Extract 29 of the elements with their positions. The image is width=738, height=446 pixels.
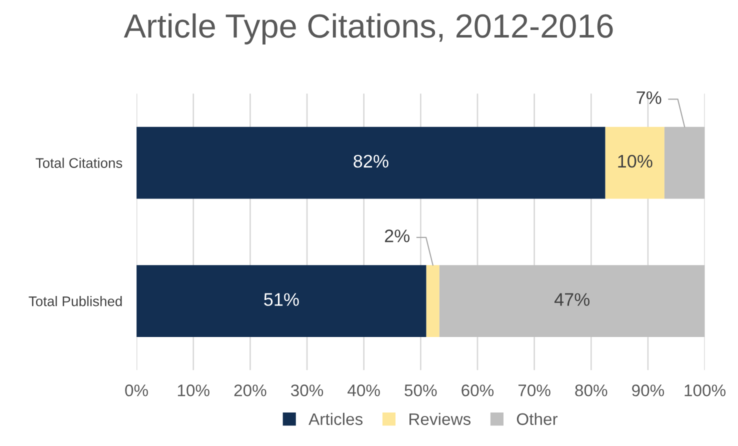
x-tick-label: 60% <box>462 384 494 396</box>
data-label: 2% <box>384 230 410 242</box>
x-tick-label: 50% <box>404 384 437 396</box>
x-tick-label: 20% <box>234 384 266 396</box>
bar <box>439 265 705 337</box>
legend-label: Articles <box>308 412 363 426</box>
x-tick-label: 100% <box>684 384 726 396</box>
x-tick-label: 30% <box>290 384 324 396</box>
data-label: 51% <box>264 293 299 306</box>
data-label: 7% <box>636 91 662 104</box>
legend-label: Other <box>516 412 558 426</box>
bar <box>136 265 426 337</box>
data-label: 82% <box>354 154 388 168</box>
y-tick-label: Total Published <box>28 296 122 306</box>
x-tick-label: 70% <box>518 384 550 396</box>
y-tick-label: Total Citations <box>36 158 122 168</box>
x-tick-label: 10% <box>178 384 210 396</box>
data-label: 47% <box>554 293 590 306</box>
x-tick-label: 40% <box>348 384 380 396</box>
x-tick-label: 0% <box>125 384 148 396</box>
x-tick-label: 80% <box>575 384 608 396</box>
legend-label: Reviews <box>410 412 471 426</box>
bar <box>605 126 664 199</box>
bar <box>136 126 606 199</box>
bar <box>426 265 440 337</box>
x-tick-label: 90% <box>632 384 664 396</box>
bar <box>664 126 705 199</box>
chart-title: Article Type Citations, 2012-2016 <box>124 13 613 44</box>
data-label: 10% <box>618 154 652 168</box>
